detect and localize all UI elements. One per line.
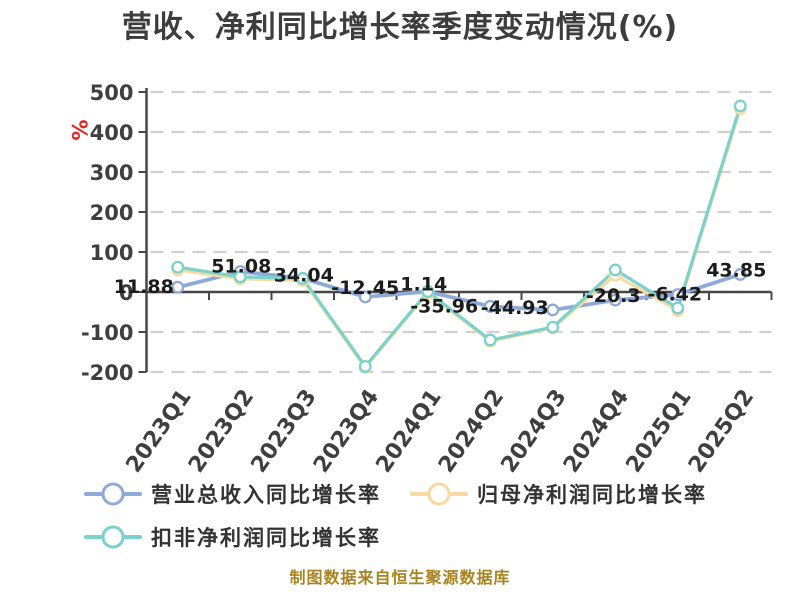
legend-item-deducted-net-profit-yoy: 扣非净利润同比增长率	[84, 524, 381, 550]
series-2-point-7	[608, 263, 622, 277]
data-point-label: -12.45	[331, 277, 399, 299]
series-2-point-1	[233, 270, 247, 284]
series-2-point-8	[671, 301, 685, 315]
y-tick-label: 200	[90, 201, 134, 225]
series-0-point-3	[358, 290, 372, 304]
legend-item-total-revenue-yoy: 营业总收入同比增长率	[84, 481, 381, 507]
chart-title: 营收、净利同比增长率季度变动情况(%)	[121, 10, 679, 45]
legend-marker-circle-icon	[84, 481, 142, 507]
data-point-label: -35.96	[410, 295, 478, 317]
data-point-label: 1.14	[400, 274, 447, 296]
series-2-point-3	[358, 359, 372, 373]
series-2-point-6	[546, 320, 560, 334]
legend-label: 营业总收入同比增长率	[151, 483, 381, 507]
series-2-point-9	[733, 99, 747, 113]
series-0-point-0	[171, 280, 185, 294]
y-tick-label: 400	[90, 121, 134, 145]
y-tick-label: -200	[81, 361, 134, 385]
legend-label: 扣非净利润同比增长率	[151, 526, 381, 550]
series-2-point-4	[421, 285, 435, 299]
y-tick-label: -100	[81, 321, 134, 345]
series-2-point-5	[483, 333, 497, 347]
series-line-2	[176, 104, 742, 368]
series-0-point-9	[733, 268, 747, 281]
data-point-label: -20.3	[586, 285, 641, 307]
legend-item-net-profit-yoy: 归母净利润同比增长率	[410, 481, 707, 507]
series-line-1	[176, 107, 742, 370]
legend-label: 归母净利润同比增长率	[477, 483, 707, 507]
y-tick-label: 300	[90, 161, 134, 185]
data-point-label: -44.93	[481, 297, 549, 319]
y-tick-label: 0	[119, 281, 134, 305]
series-2-point-0	[171, 260, 185, 274]
y-tick-label: 500	[90, 81, 134, 105]
data-point-label: -6.42	[647, 284, 702, 306]
series-line-0	[175, 269, 743, 312]
series-0-point-5	[483, 299, 497, 313]
data-point-label: 43.85	[706, 259, 766, 281]
data-point-label: 51.08	[211, 256, 271, 278]
y-tick-label: 100	[90, 241, 134, 265]
series-0-point-8	[671, 288, 685, 302]
data-point-label: 34.04	[274, 264, 334, 286]
data-point-label: 11.88	[114, 276, 174, 298]
legend-marker-circle-icon	[84, 524, 142, 550]
data-source-caption: 制图数据来自恒生聚源数据库	[289, 568, 511, 587]
legend-marker-circle-icon	[410, 481, 468, 507]
series-0-point-7	[608, 293, 622, 307]
series-0-point-6	[546, 303, 560, 317]
series-2-point-2	[296, 271, 310, 285]
